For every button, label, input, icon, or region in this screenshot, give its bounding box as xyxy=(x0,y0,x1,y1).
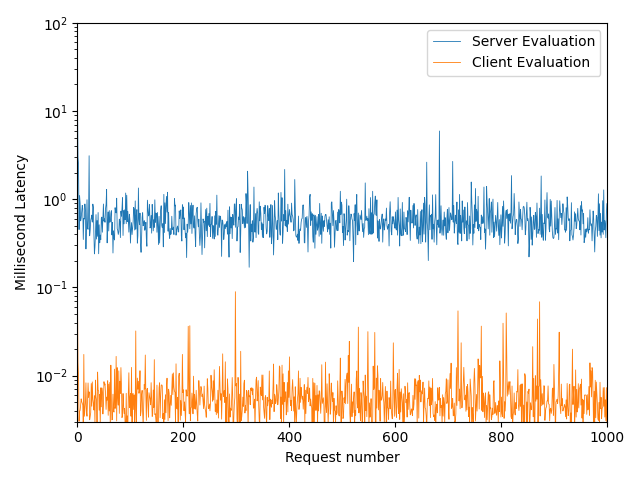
Server Evaluation xyxy=(487,206,495,212)
Client Evaluation xyxy=(232,289,239,295)
Server Evaluation xyxy=(74,96,81,102)
Client Evaluation xyxy=(497,414,505,420)
Client Evaluation xyxy=(308,454,316,459)
X-axis label: Request number: Request number xyxy=(285,451,400,465)
Line: Server Evaluation: Server Evaluation xyxy=(77,99,607,267)
Client Evaluation xyxy=(127,364,135,370)
Server Evaluation xyxy=(245,264,253,270)
Server Evaluation xyxy=(497,226,504,231)
Client Evaluation xyxy=(288,385,296,391)
Client Evaluation xyxy=(74,291,81,297)
Server Evaluation xyxy=(438,225,445,231)
Y-axis label: Millisecond Latency: Millisecond Latency xyxy=(15,154,29,290)
Client Evaluation xyxy=(603,425,611,431)
Server Evaluation xyxy=(127,220,135,226)
Server Evaluation xyxy=(307,209,315,215)
Client Evaluation xyxy=(307,402,315,408)
Legend: Server Evaluation, Client Evaluation: Server Evaluation, Client Evaluation xyxy=(427,30,600,76)
Server Evaluation xyxy=(603,201,611,206)
Client Evaluation xyxy=(488,417,495,422)
Server Evaluation xyxy=(288,212,296,217)
Line: Client Evaluation: Client Evaluation xyxy=(77,292,607,456)
Client Evaluation xyxy=(438,421,446,427)
